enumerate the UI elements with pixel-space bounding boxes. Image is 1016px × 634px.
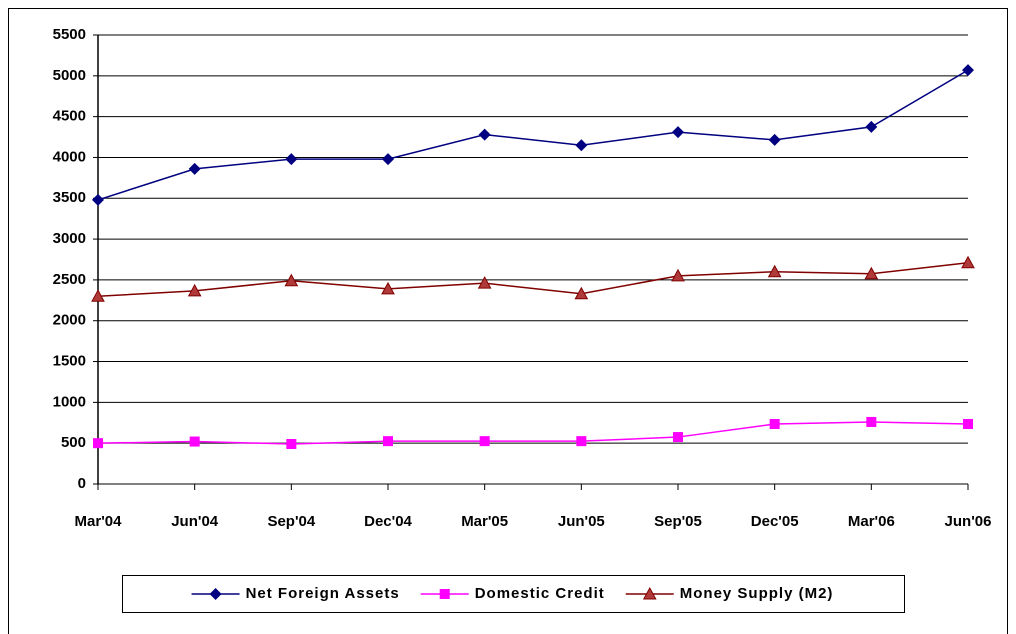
legend-box [122, 575, 905, 613]
y-tick-label: 0 [78, 475, 86, 492]
data-point [285, 153, 298, 166]
x-tick-label: Sep'04 [267, 513, 315, 530]
data-point [962, 64, 974, 77]
x-tick-label: Jun'05 [558, 513, 605, 530]
data-point [477, 276, 492, 289]
data-point [671, 268, 685, 282]
y-tick-label: 3500 [53, 189, 86, 206]
data-point [93, 438, 103, 449]
x-tick-label: Sep'05 [654, 513, 702, 530]
y-tick-label: 2000 [53, 312, 86, 329]
data-point [767, 264, 782, 278]
y-tick-label: 500 [61, 434, 86, 451]
data-point [91, 289, 105, 302]
x-tick-label: Dec'05 [751, 513, 799, 530]
data-point [383, 436, 393, 447]
legend-marker [209, 588, 222, 600]
data-point [188, 162, 201, 175]
y-tick-label: 1000 [53, 393, 86, 410]
y-tick-label: 5500 [53, 26, 86, 43]
series-line [97, 421, 969, 445]
x-tick-label: Mar'04 [75, 513, 123, 530]
data-point [769, 418, 780, 429]
x-tick-label: Dec'04 [364, 513, 412, 530]
data-point [672, 126, 684, 139]
data-point [865, 120, 878, 133]
legend-marker [642, 586, 657, 600]
data-point [479, 436, 490, 447]
data-point [381, 281, 395, 295]
data-point [576, 436, 587, 447]
x-tick-label: Mar'05 [461, 513, 508, 530]
series-line [97, 69, 969, 201]
y-tick-label: 4500 [53, 108, 86, 125]
y-tick-label: 5000 [53, 67, 86, 84]
data-point [866, 416, 877, 427]
data-point [382, 153, 394, 166]
data-point [478, 128, 491, 141]
y-tick-label: 1500 [53, 353, 86, 370]
data-point [864, 266, 879, 280]
legend-label: Domestic Credit [475, 585, 605, 602]
x-tick-label: Jun'06 [945, 513, 992, 530]
data-point [961, 255, 975, 269]
legend-marker [439, 589, 450, 599]
y-tick-label: 2500 [53, 271, 86, 288]
data-point [187, 283, 202, 297]
y-tick-label: 3000 [53, 230, 86, 247]
data-point [574, 286, 589, 300]
data-point [284, 273, 299, 287]
data-point [286, 438, 297, 449]
data-point [189, 436, 200, 447]
legend-label: Net Foreign Assets [246, 585, 400, 602]
legend-label: Money Supply (M2) [680, 585, 834, 602]
x-tick-label: Mar'06 [848, 513, 895, 530]
chart-border [8, 8, 1008, 634]
data-point [575, 139, 588, 152]
data-point [768, 133, 781, 146]
data-point [673, 432, 683, 443]
data-point [92, 193, 104, 206]
x-tick-label: Jun'04 [171, 513, 219, 530]
series-line [97, 262, 969, 297]
y-tick-label: 4000 [53, 148, 86, 165]
data-point [963, 418, 973, 429]
